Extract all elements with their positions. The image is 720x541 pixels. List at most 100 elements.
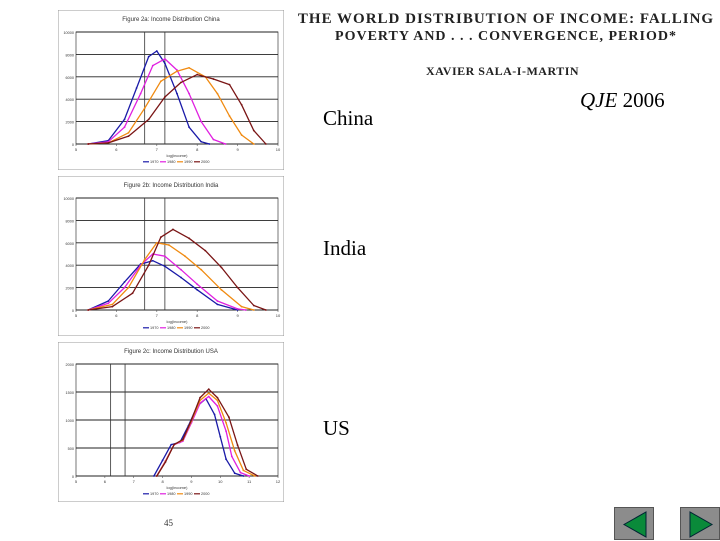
data-point [245, 468, 248, 471]
x-tick-label: 7 [156, 147, 159, 152]
data-point [225, 421, 227, 424]
data-point [264, 143, 267, 145]
x-tick-label: 6 [115, 147, 118, 152]
y-tick-label: 2000 [66, 363, 74, 367]
data-point [219, 435, 222, 438]
data-point [161, 459, 164, 462]
data-point [127, 135, 130, 138]
data-point [216, 92, 219, 95]
data-point [196, 283, 199, 286]
chart-frame [58, 10, 284, 170]
data-point [188, 126, 191, 129]
data-point [151, 259, 154, 262]
data-point [163, 57, 166, 60]
data-point [216, 399, 219, 402]
data-point [199, 396, 201, 399]
x-tick-label: 7 [133, 479, 136, 484]
data-point [213, 413, 216, 416]
x-tick-label: 10 [218, 479, 223, 484]
data-point [242, 469, 245, 472]
y-tick-label: 2000 [66, 287, 74, 291]
data-point [123, 126, 126, 129]
data-point [212, 78, 215, 80]
data-point [207, 395, 210, 398]
data-point [200, 120, 203, 123]
legend-entry: 1990 [184, 160, 192, 164]
data-point [180, 268, 182, 271]
x-tick-label: 7 [156, 313, 159, 318]
data-point [254, 475, 256, 477]
data-point [212, 138, 215, 141]
data-point [155, 50, 158, 52]
data-point [252, 304, 255, 307]
y-tick-label: 1500 [66, 391, 74, 395]
data-point [151, 64, 154, 67]
data-point [208, 143, 211, 145]
data-point [216, 300, 219, 302]
label-china: China [323, 106, 374, 130]
legend-entry: 1990 [184, 492, 192, 496]
data-point [240, 134, 243, 136]
x-tick-label: 6 [104, 479, 107, 484]
x-axis-label: log(income) [167, 153, 189, 158]
data-point [155, 241, 158, 244]
data-point [228, 416, 230, 419]
next-slide-button[interactable] [680, 507, 720, 540]
data-point [164, 461, 167, 463]
series-line-2000 [156, 388, 259, 477]
data-point [224, 143, 227, 145]
y-tick-label: 2000 [66, 121, 74, 125]
data-point [173, 443, 176, 446]
y-tick-label: 6000 [66, 242, 74, 246]
y-tick-label: 500 [68, 447, 74, 451]
data-point [236, 307, 239, 310]
data-point [240, 305, 243, 308]
x-tick-label: 10 [276, 313, 281, 318]
series-line-2000 [88, 73, 267, 145]
data-point [233, 472, 236, 475]
data-point [216, 396, 219, 399]
x-tick-label: 10 [276, 147, 281, 152]
data-point [181, 438, 184, 441]
paper-title: THE WORLD DISTRIBUTION OF INCOME: FALLIN… [292, 10, 720, 46]
data-point [170, 443, 173, 446]
data-point [131, 292, 134, 295]
x-tick-label: 8 [196, 313, 199, 318]
y-tick-label: 8000 [66, 53, 74, 57]
legend-entry: 2000 [201, 326, 209, 330]
data-point [163, 255, 166, 258]
y-tick-label: 1000 [66, 419, 74, 423]
prev-slide-button[interactable] [614, 507, 654, 540]
data-point [196, 73, 199, 76]
data-point [163, 62, 166, 65]
data-point [180, 276, 182, 279]
legend-entry: 1970 [150, 326, 158, 330]
x-tick-label: 9 [190, 479, 193, 484]
journal-name: QJE [580, 88, 618, 112]
data-point [107, 141, 110, 144]
series-line-1990 [88, 67, 255, 145]
data-point [123, 118, 126, 121]
y-tick-label: 8000 [66, 219, 74, 223]
data-point [143, 107, 146, 110]
data-point [230, 455, 233, 458]
data-point [244, 309, 247, 311]
data-point [256, 475, 259, 477]
chart-title: Figure 2a: Income Distribution China [122, 17, 220, 23]
data-point [207, 392, 210, 395]
data-point [163, 96, 166, 98]
data-point [228, 83, 231, 86]
data-point [135, 87, 138, 89]
triangle-left-icon [622, 511, 647, 538]
data-point [236, 286, 239, 289]
journal-year: 2006 [622, 88, 665, 112]
data-point [184, 255, 186, 258]
data-point [233, 449, 236, 452]
x-tick-label: 5 [75, 479, 78, 484]
label-us: US [323, 416, 350, 440]
legend-entry: 1980 [167, 326, 175, 330]
chart-frame [58, 176, 284, 336]
x-tick-label: 6 [115, 313, 118, 318]
data-point [236, 444, 239, 447]
data-point [163, 265, 166, 268]
